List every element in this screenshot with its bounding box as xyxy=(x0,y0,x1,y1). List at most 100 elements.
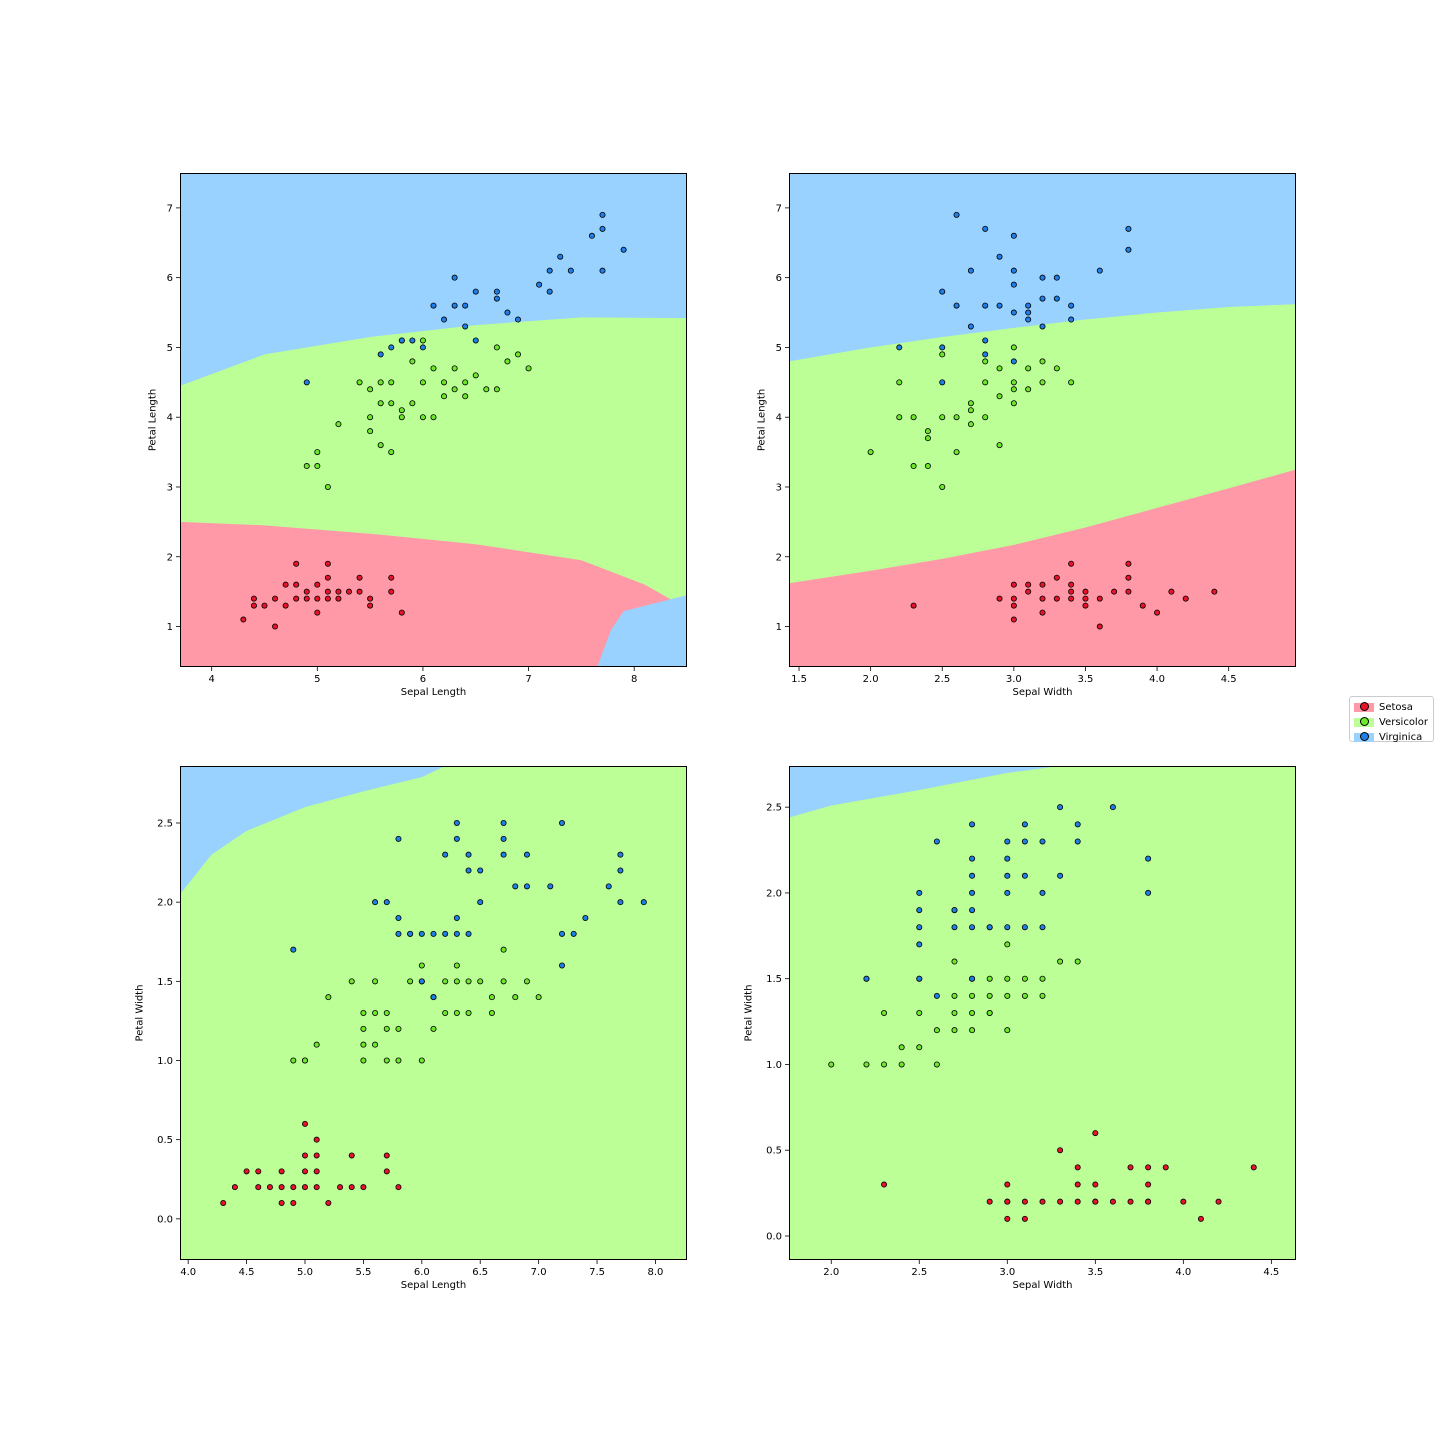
x-tick-label: 7.5 xyxy=(589,1267,605,1278)
legend-swatch-icon xyxy=(1354,717,1374,727)
point-versicolor xyxy=(982,379,989,386)
legend-marker-icon xyxy=(1360,717,1369,726)
point-virginica xyxy=(500,835,507,842)
point-versicolor xyxy=(430,414,437,421)
point-versicolor xyxy=(986,975,993,982)
point-virginica xyxy=(472,288,479,295)
legend-item-virginica: Virginica xyxy=(1354,730,1429,745)
point-setosa xyxy=(293,560,300,567)
point-versicolor xyxy=(360,1041,367,1048)
point-setosa xyxy=(367,595,374,602)
point-virginica xyxy=(916,941,923,948)
point-virginica xyxy=(1068,302,1075,309)
point-setosa xyxy=(272,595,279,602)
point-virginica xyxy=(953,302,960,309)
point-virginica xyxy=(372,899,379,906)
point-setosa xyxy=(1004,1215,1011,1222)
point-versicolor xyxy=(896,414,903,421)
point-virginica xyxy=(377,351,384,358)
point-virginica xyxy=(1004,838,1011,845)
point-virginica xyxy=(570,930,577,937)
point-versicolor xyxy=(982,414,989,421)
point-versicolor xyxy=(360,1057,367,1064)
axes-frame xyxy=(180,766,687,1260)
point-versicolor xyxy=(360,1025,367,1032)
region-virginica xyxy=(597,595,687,667)
legend-label: Virginica xyxy=(1379,732,1423,743)
point-versicolor xyxy=(462,393,469,400)
point-virginica xyxy=(1021,872,1028,879)
point-versicolor xyxy=(1004,1027,1011,1034)
point-setosa xyxy=(348,1184,355,1191)
legend-swatch-icon xyxy=(1354,702,1374,712)
point-virginica xyxy=(605,883,612,890)
point-virginica xyxy=(559,820,566,827)
x-tick-label: 2.5 xyxy=(911,1267,927,1278)
point-versicolor xyxy=(488,994,495,1001)
point-versicolor xyxy=(986,1010,993,1017)
point-virginica xyxy=(1057,872,1064,879)
region-virginica xyxy=(789,766,1061,818)
point-virginica xyxy=(442,930,449,937)
point-virginica xyxy=(996,253,1003,260)
point-versicolor xyxy=(442,978,449,985)
point-versicolor xyxy=(441,393,448,400)
point-virginica xyxy=(1053,274,1060,281)
point-versicolor xyxy=(453,978,460,985)
point-versicolor xyxy=(504,358,511,365)
point-setosa xyxy=(313,1168,320,1175)
subplot-2: 1.5 2.0 2.5 3.0 3.5 4.0 4.5 1 2 3 4 5 6 7 Sepal Width P… xyxy=(757,173,1296,698)
point-setosa xyxy=(1010,616,1017,623)
point-versicolor xyxy=(314,463,321,470)
point-setosa xyxy=(1068,595,1075,602)
x-tick-label: 6.5 xyxy=(472,1267,488,1278)
point-virginica xyxy=(640,899,647,906)
point-setosa xyxy=(1074,1198,1081,1205)
point-versicolor xyxy=(407,978,414,985)
point-versicolor xyxy=(969,1027,976,1034)
point-virginica xyxy=(1039,838,1046,845)
point-virginica xyxy=(1039,295,1046,302)
point-setosa xyxy=(261,602,268,609)
point-virginica xyxy=(430,930,437,937)
y-axis-label: Petal Length xyxy=(757,389,768,451)
point-versicolor xyxy=(324,483,331,490)
point-virginica xyxy=(951,924,958,931)
point-virginica xyxy=(939,379,946,386)
point-virginica xyxy=(1010,358,1017,365)
point-virginica xyxy=(1004,872,1011,879)
point-versicolor xyxy=(916,1010,923,1017)
point-virginica xyxy=(1057,804,1064,811)
point-virginica xyxy=(430,994,437,1001)
point-setosa xyxy=(360,1184,367,1191)
legend-marker-icon xyxy=(1360,732,1369,741)
point-setosa xyxy=(1215,1198,1222,1205)
point-setosa xyxy=(1082,602,1089,609)
point-versicolor xyxy=(395,1025,402,1032)
point-virginica xyxy=(477,899,484,906)
point-setosa xyxy=(1082,588,1089,595)
point-setosa xyxy=(301,1120,308,1127)
point-versicolor xyxy=(325,994,332,1001)
y-tick-label: 0.5 xyxy=(157,1135,173,1146)
point-setosa xyxy=(324,574,331,581)
point-versicolor xyxy=(967,421,974,428)
point-setosa xyxy=(1127,1164,1134,1171)
point-setosa xyxy=(1096,623,1103,630)
y-tick-label: 2.0 xyxy=(766,888,782,899)
point-versicolor xyxy=(1025,386,1032,393)
y-tick-label: 2 xyxy=(167,552,173,563)
point-setosa xyxy=(250,595,257,602)
point-setosa xyxy=(345,588,352,595)
point-virginica xyxy=(398,337,405,344)
point-virginica xyxy=(933,838,940,845)
point-versicolor xyxy=(465,978,472,985)
point-versicolor xyxy=(462,379,469,386)
point-setosa xyxy=(1004,1198,1011,1205)
point-versicolor xyxy=(1010,379,1017,386)
point-setosa xyxy=(1145,1198,1152,1205)
point-virginica xyxy=(477,867,484,874)
x-tick-label: 8 xyxy=(631,674,637,685)
point-versicolor xyxy=(465,1010,472,1017)
legend: Setosa Versicolor Virginica xyxy=(1349,696,1434,745)
